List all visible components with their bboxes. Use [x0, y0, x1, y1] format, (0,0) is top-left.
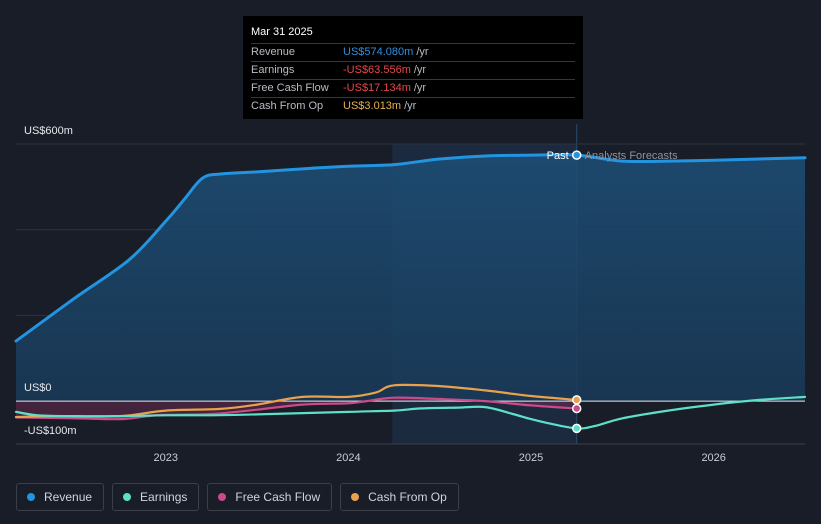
- y-axis-label: US$600m: [24, 125, 73, 137]
- free-cash-flow-line: [14, 396, 578, 421]
- tooltip-row-earnings: Earnings -US$63.556m/yr: [251, 61, 575, 79]
- legend-dot-icon: [27, 493, 35, 501]
- tooltip-date: Mar 31 2025: [251, 26, 313, 38]
- tooltip-label: Earnings: [251, 64, 295, 76]
- legend-item-revenue[interactable]: Revenue: [16, 483, 105, 511]
- tooltip-row-free-cash-flow: Free Cash Flow -US$17.134m/yr: [251, 79, 575, 97]
- y-axis-label: US$0: [24, 382, 52, 394]
- legend-item-cash-from-op[interactable]: Cash From Op: [340, 483, 459, 511]
- tooltip-label: Cash From Op: [251, 100, 324, 112]
- legend-dot-icon: [218, 493, 227, 501]
- earnings-line: [14, 395, 807, 430]
- tooltip-unit: /yr: [416, 46, 429, 58]
- tooltip-label: Free Cash Flow: [251, 82, 329, 94]
- legend-label: Earnings: [140, 490, 188, 504]
- revenue-line: [14, 153, 807, 343]
- tooltip-unit: /yr: [413, 64, 427, 76]
- legend: Revenue Earnings Free Cash Flow Cash From O…: [16, 483, 459, 511]
- revenue-marker: [571, 150, 582, 160]
- x-tick-label: 2026: [701, 452, 725, 464]
- legend-item-free-cash-flow[interactable]: Free Cash Flow: [207, 483, 333, 511]
- analysts-forecasts-label: Analysts Forecasts: [585, 150, 678, 162]
- legend-dot-icon: [123, 493, 132, 501]
- revenue-area: [16, 154, 805, 402]
- legend-label: Revenue: [44, 490, 93, 504]
- tooltip-value: -US$63.556m: [343, 64, 411, 76]
- tooltip-row-cash-from-op: Cash From Op US$3.013m/yr: [251, 97, 575, 115]
- free-cash-flow-area: [16, 397, 577, 420]
- tooltip-row-revenue: Revenue US$574.080m/yr: [251, 43, 575, 61]
- tooltip-value: US$574.080m: [343, 46, 414, 58]
- cash-from-op-marker: [571, 395, 582, 405]
- legend-dot-icon: [351, 493, 360, 501]
- tooltip-unit: /yr: [413, 82, 427, 94]
- legend-item-earnings[interactable]: Earnings: [112, 483, 200, 511]
- y-axis-label: -US$100m: [24, 425, 77, 437]
- tooltip: Mar 31 2025 Revenue US$574.080m/yr Earning…: [243, 16, 583, 119]
- earnings-marker: [571, 423, 582, 434]
- legend-label: Free Cash Flow: [235, 490, 321, 504]
- tooltip-value: US$3.013m: [343, 100, 402, 112]
- free-cash-flow-marker: [571, 403, 582, 414]
- x-tick-label: 2025: [519, 452, 543, 464]
- tooltip-label: Revenue: [251, 46, 296, 58]
- x-tick-label: 2023: [154, 452, 178, 464]
- legend-label: Cash From Op: [368, 490, 447, 504]
- tooltip-value: -US$17.134m: [343, 82, 411, 94]
- past-label: Past: [547, 150, 569, 162]
- x-tick-label: 2024: [336, 452, 360, 464]
- tooltip-unit: /yr: [404, 100, 417, 112]
